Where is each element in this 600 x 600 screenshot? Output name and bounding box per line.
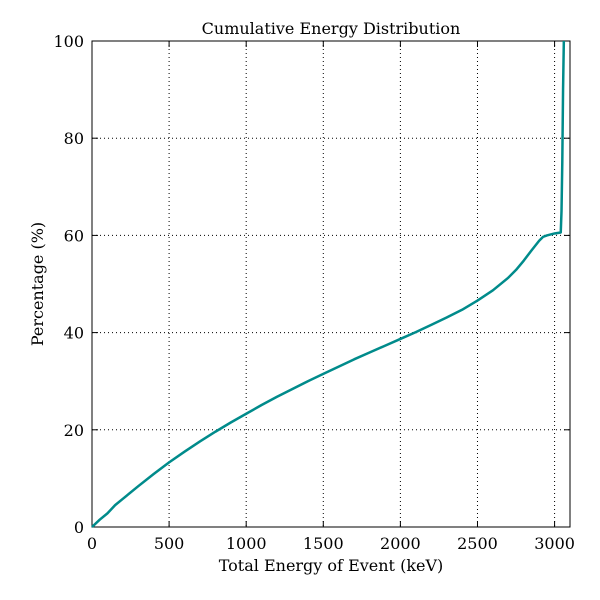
y-tick-label: 80 — [64, 129, 84, 148]
plot-frame — [91, 40, 571, 528]
axis-ticks — [91, 40, 570, 528]
series-line — [91, 40, 566, 528]
x-axis-label: Total Energy of Event (keV) — [219, 556, 444, 575]
y-tick-label: 0 — [74, 518, 84, 537]
y-tick-label: 40 — [64, 324, 84, 343]
y-tick-label: 60 — [64, 226, 84, 245]
x-tick-label: 0 — [87, 534, 97, 553]
x-tick-label: 2500 — [457, 534, 498, 553]
x-tick-label: 1500 — [303, 534, 344, 553]
y-tick-labels: 0 20 40 60 80 100 — [53, 32, 84, 537]
x-tick-label: 1000 — [226, 534, 267, 553]
x-tick-label: 3000 — [534, 534, 575, 553]
x-tick-label: 500 — [154, 534, 185, 553]
y-tick-label: 100 — [53, 32, 84, 51]
grid — [91, 40, 570, 528]
y-axis-label: Percentage (%) — [28, 222, 47, 346]
x-tick-label: 2000 — [380, 534, 421, 553]
data-points — [91, 40, 564, 528]
x-tick-labels: 0 500 1000 1500 2000 2500 3000 — [87, 534, 575, 553]
y-tick-label: 20 — [64, 421, 84, 440]
chart-title: Cumulative Energy Distribution — [202, 19, 461, 38]
